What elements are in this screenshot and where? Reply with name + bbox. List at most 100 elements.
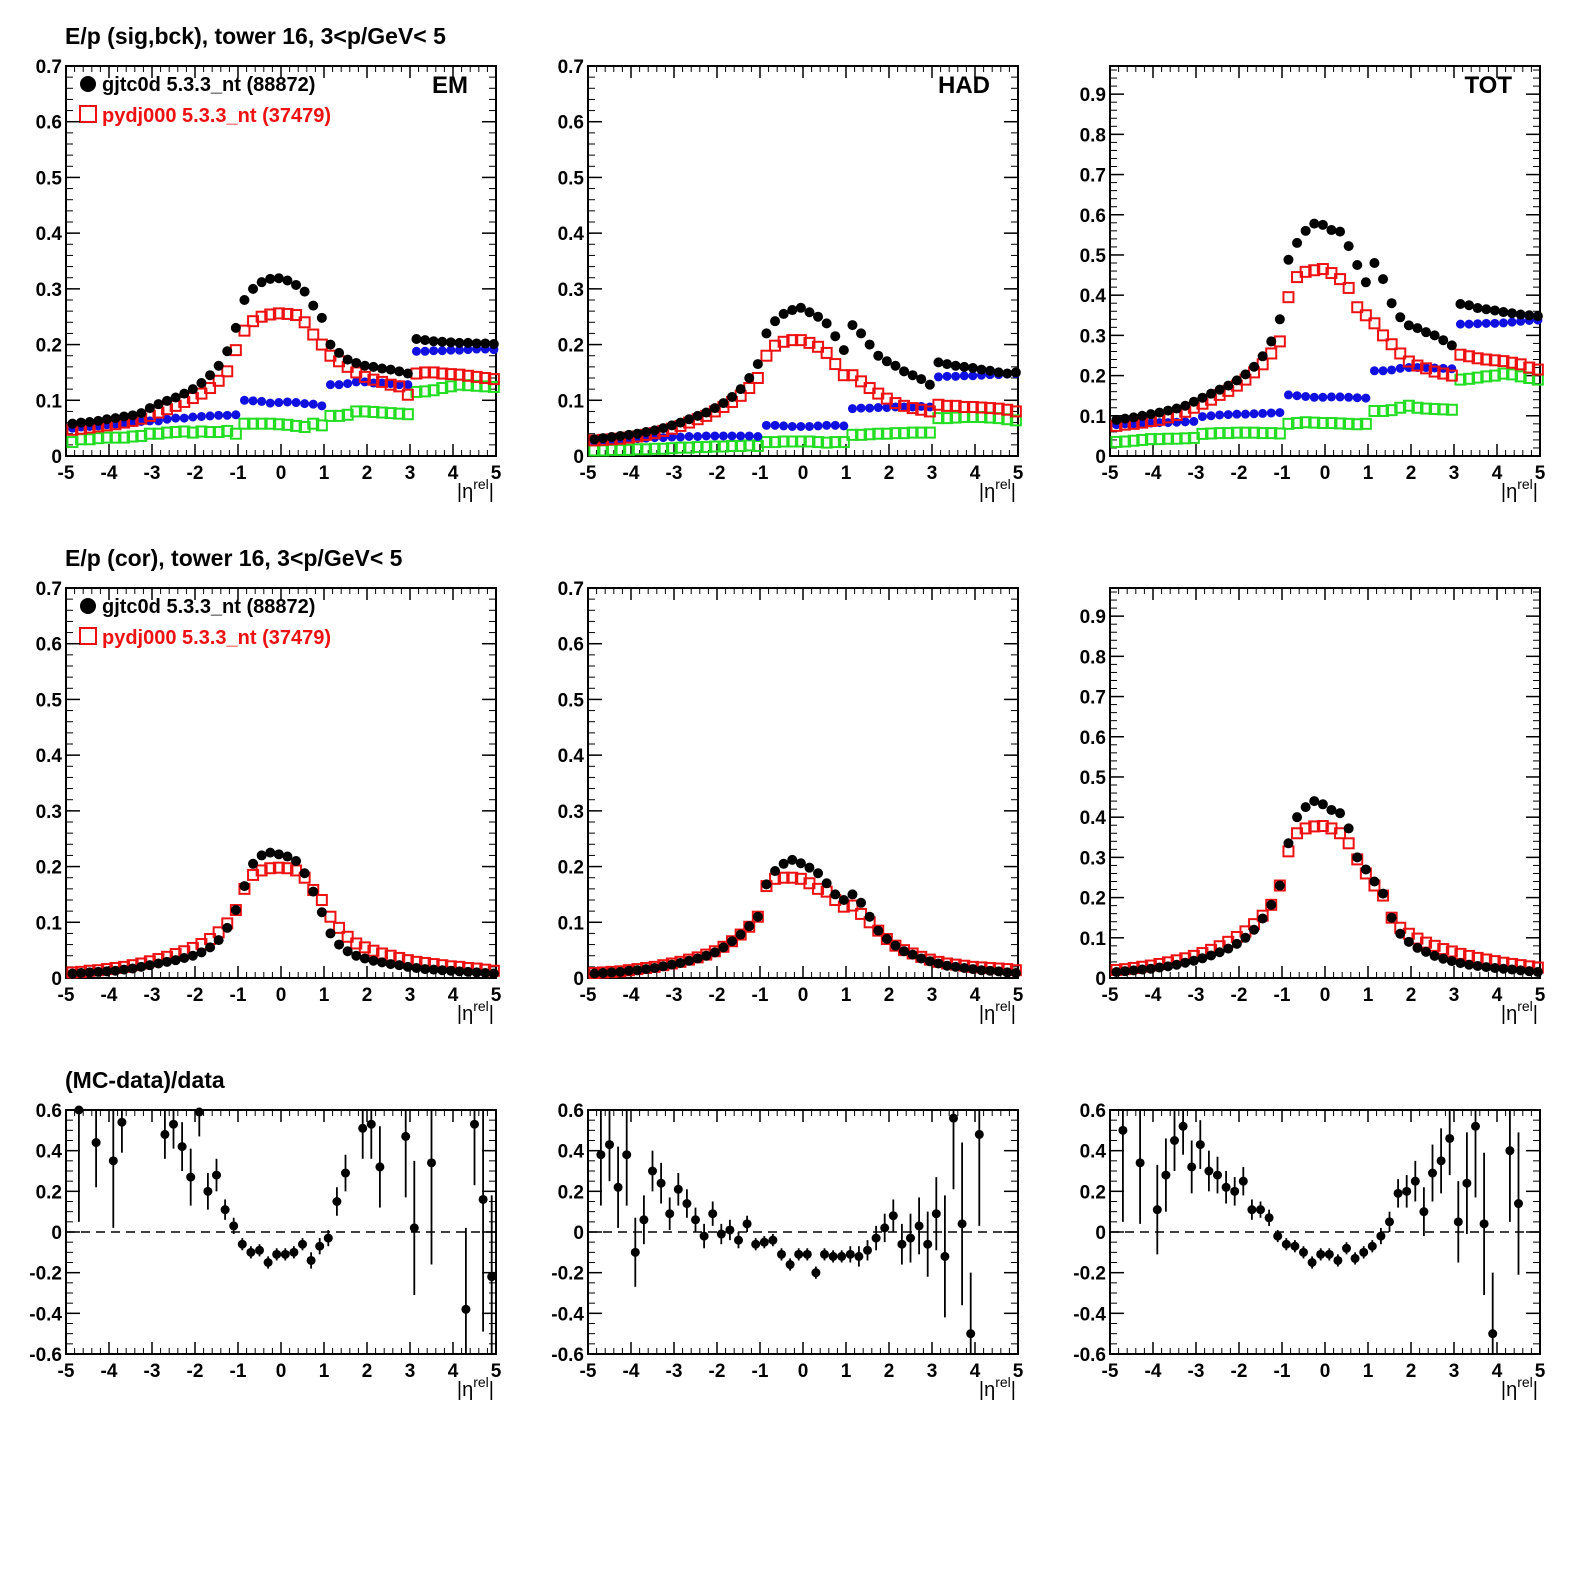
data-point [205, 411, 215, 421]
data-point [248, 396, 258, 406]
data-point [1481, 304, 1492, 315]
data-point [632, 428, 643, 439]
y-tick-label: -0.4 [29, 1304, 62, 1325]
data-point [1420, 402, 1433, 415]
data-point [598, 433, 609, 444]
data-point [1445, 1133, 1455, 1143]
data-point [1507, 317, 1517, 327]
legend-label-data: gjtc0d 5.3.3_nt (88872) [102, 596, 315, 618]
data-point [101, 414, 112, 425]
data-point [1265, 347, 1278, 360]
data-point [1462, 1178, 1472, 1188]
data-point [837, 369, 850, 382]
data-point [153, 416, 163, 426]
data-point [889, 397, 902, 410]
data-point [770, 316, 781, 327]
data-point [1154, 962, 1165, 973]
data-point [282, 397, 292, 407]
data-point [1438, 335, 1449, 346]
data-point [1232, 409, 1242, 419]
data-point [761, 328, 772, 339]
x-tick-label: -1 [230, 463, 247, 484]
data-point [93, 966, 104, 977]
data-point [605, 1140, 614, 1150]
data-point [1309, 218, 1320, 229]
data-point [1479, 1219, 1489, 1229]
x-tick-label: 2 [884, 1361, 895, 1382]
data-point [74, 1105, 84, 1115]
data-point [386, 379, 396, 389]
data-point [734, 439, 747, 452]
data-point [1299, 1247, 1308, 1257]
x-tick-label: 5 [1013, 985, 1024, 1006]
data-point [444, 368, 457, 381]
y-tick-label: 0.3 [1080, 326, 1106, 347]
data-point [394, 960, 405, 971]
x-tick-label: 3 [927, 1361, 938, 1382]
data-point [315, 419, 328, 432]
data-point [343, 379, 353, 389]
data-point [1119, 435, 1132, 448]
data-point [1419, 1207, 1429, 1217]
data-point [1283, 838, 1294, 849]
data-point [1333, 1255, 1343, 1265]
data-point [1163, 405, 1174, 416]
data-point [1299, 265, 1312, 278]
data-point [221, 424, 234, 437]
data-point [856, 897, 867, 908]
data-point [1163, 961, 1174, 972]
data-point [221, 365, 234, 378]
data-point [187, 950, 198, 961]
data-point [923, 1239, 933, 1249]
data-point [855, 428, 868, 441]
data-point [855, 375, 868, 388]
data-point [186, 1172, 196, 1182]
data-point [333, 409, 346, 422]
data-point [462, 369, 475, 382]
data-point [429, 346, 439, 356]
x-tick-label: 0 [276, 985, 287, 1006]
data-point [1352, 393, 1362, 403]
x-tick-label: -2 [187, 463, 204, 484]
legend-marker-data [80, 598, 96, 614]
x-tick-label: 0 [798, 985, 809, 1006]
data-point [255, 417, 268, 430]
data-point [1231, 938, 1242, 949]
data-point [350, 937, 363, 950]
data-point [91, 1138, 101, 1148]
x-axis-label-sup: rel [1517, 476, 1533, 492]
data-point [1197, 412, 1207, 422]
y-tick-label: 0 [1095, 447, 1106, 468]
data-point [204, 382, 217, 395]
data-point [1342, 417, 1355, 430]
data-point [863, 428, 876, 441]
x-tick-label: 1 [319, 1361, 330, 1382]
data-point [411, 962, 422, 973]
data-point [1266, 336, 1277, 347]
data-point [1325, 417, 1338, 430]
data-point [657, 442, 670, 455]
data-point [667, 432, 677, 442]
data-point [1446, 340, 1457, 351]
data-point [1161, 1170, 1171, 1180]
x-tick-label: 3 [1449, 463, 1460, 484]
data-point [727, 391, 738, 402]
data-point [367, 373, 380, 386]
data-point [924, 956, 935, 967]
data-point [247, 417, 260, 430]
data-point [1325, 267, 1338, 280]
data-point [1180, 400, 1191, 411]
data-point [769, 339, 782, 352]
data-point [820, 436, 833, 449]
data-point [915, 403, 928, 416]
y-tick-label: 0.8 [1080, 647, 1106, 668]
x-tick-label: -1 [1274, 1361, 1291, 1382]
x-tick-label: 0 [1320, 463, 1331, 484]
data-point [777, 335, 790, 348]
data-point [641, 427, 652, 438]
y-tick-label: 0.4 [36, 1142, 63, 1163]
data-point [299, 286, 310, 297]
data-point [906, 426, 919, 439]
data-point [812, 340, 825, 353]
data-point [734, 1235, 743, 1245]
